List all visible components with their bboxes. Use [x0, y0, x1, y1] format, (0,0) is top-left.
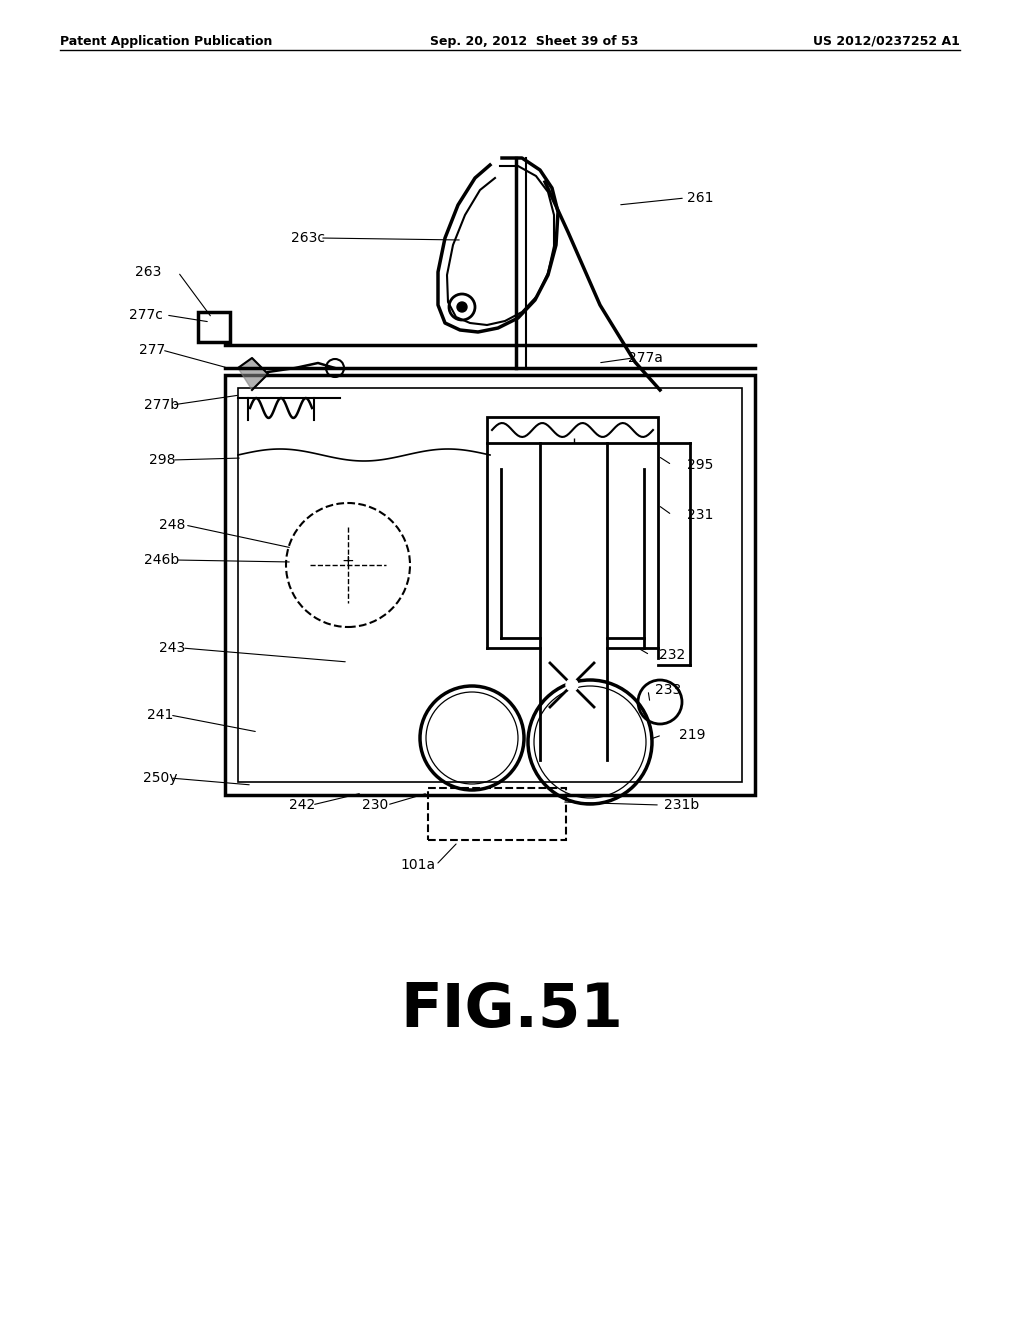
- Text: 277a: 277a: [628, 351, 663, 366]
- Text: 242: 242: [289, 799, 315, 812]
- Text: 263c: 263c: [291, 231, 325, 246]
- Text: 231: 231: [687, 508, 713, 521]
- Text: 277: 277: [139, 343, 165, 356]
- Text: 243: 243: [159, 642, 185, 655]
- Text: 219: 219: [679, 729, 706, 742]
- Text: 230: 230: [361, 799, 388, 812]
- Text: 263: 263: [135, 265, 161, 279]
- Text: 232: 232: [658, 648, 685, 663]
- Text: 233: 233: [655, 682, 681, 697]
- Text: 261: 261: [687, 191, 714, 205]
- Bar: [487, 417, 658, 444]
- Bar: [428, 788, 566, 840]
- Text: 298: 298: [148, 453, 175, 467]
- Text: +: +: [342, 554, 354, 569]
- Text: 248: 248: [159, 517, 185, 532]
- Text: US 2012/0237252 A1: US 2012/0237252 A1: [813, 36, 961, 48]
- Polygon shape: [238, 358, 268, 389]
- Text: Sep. 20, 2012  Sheet 39 of 53: Sep. 20, 2012 Sheet 39 of 53: [430, 36, 638, 48]
- Text: 295: 295: [687, 458, 713, 473]
- Circle shape: [566, 678, 578, 690]
- Text: 101a: 101a: [400, 858, 435, 873]
- Text: Patent Application Publication: Patent Application Publication: [60, 36, 272, 48]
- Bar: [225, 375, 755, 795]
- Text: 231b: 231b: [665, 799, 699, 812]
- Text: 246b: 246b: [144, 553, 179, 568]
- Text: 277c: 277c: [129, 308, 163, 322]
- Text: FIG.51: FIG.51: [400, 981, 624, 1040]
- Circle shape: [457, 302, 467, 312]
- Bar: [198, 312, 230, 342]
- Text: 241: 241: [146, 708, 173, 722]
- Bar: [238, 388, 742, 781]
- Text: 250y: 250y: [142, 771, 177, 785]
- Text: 277b: 277b: [144, 399, 179, 412]
